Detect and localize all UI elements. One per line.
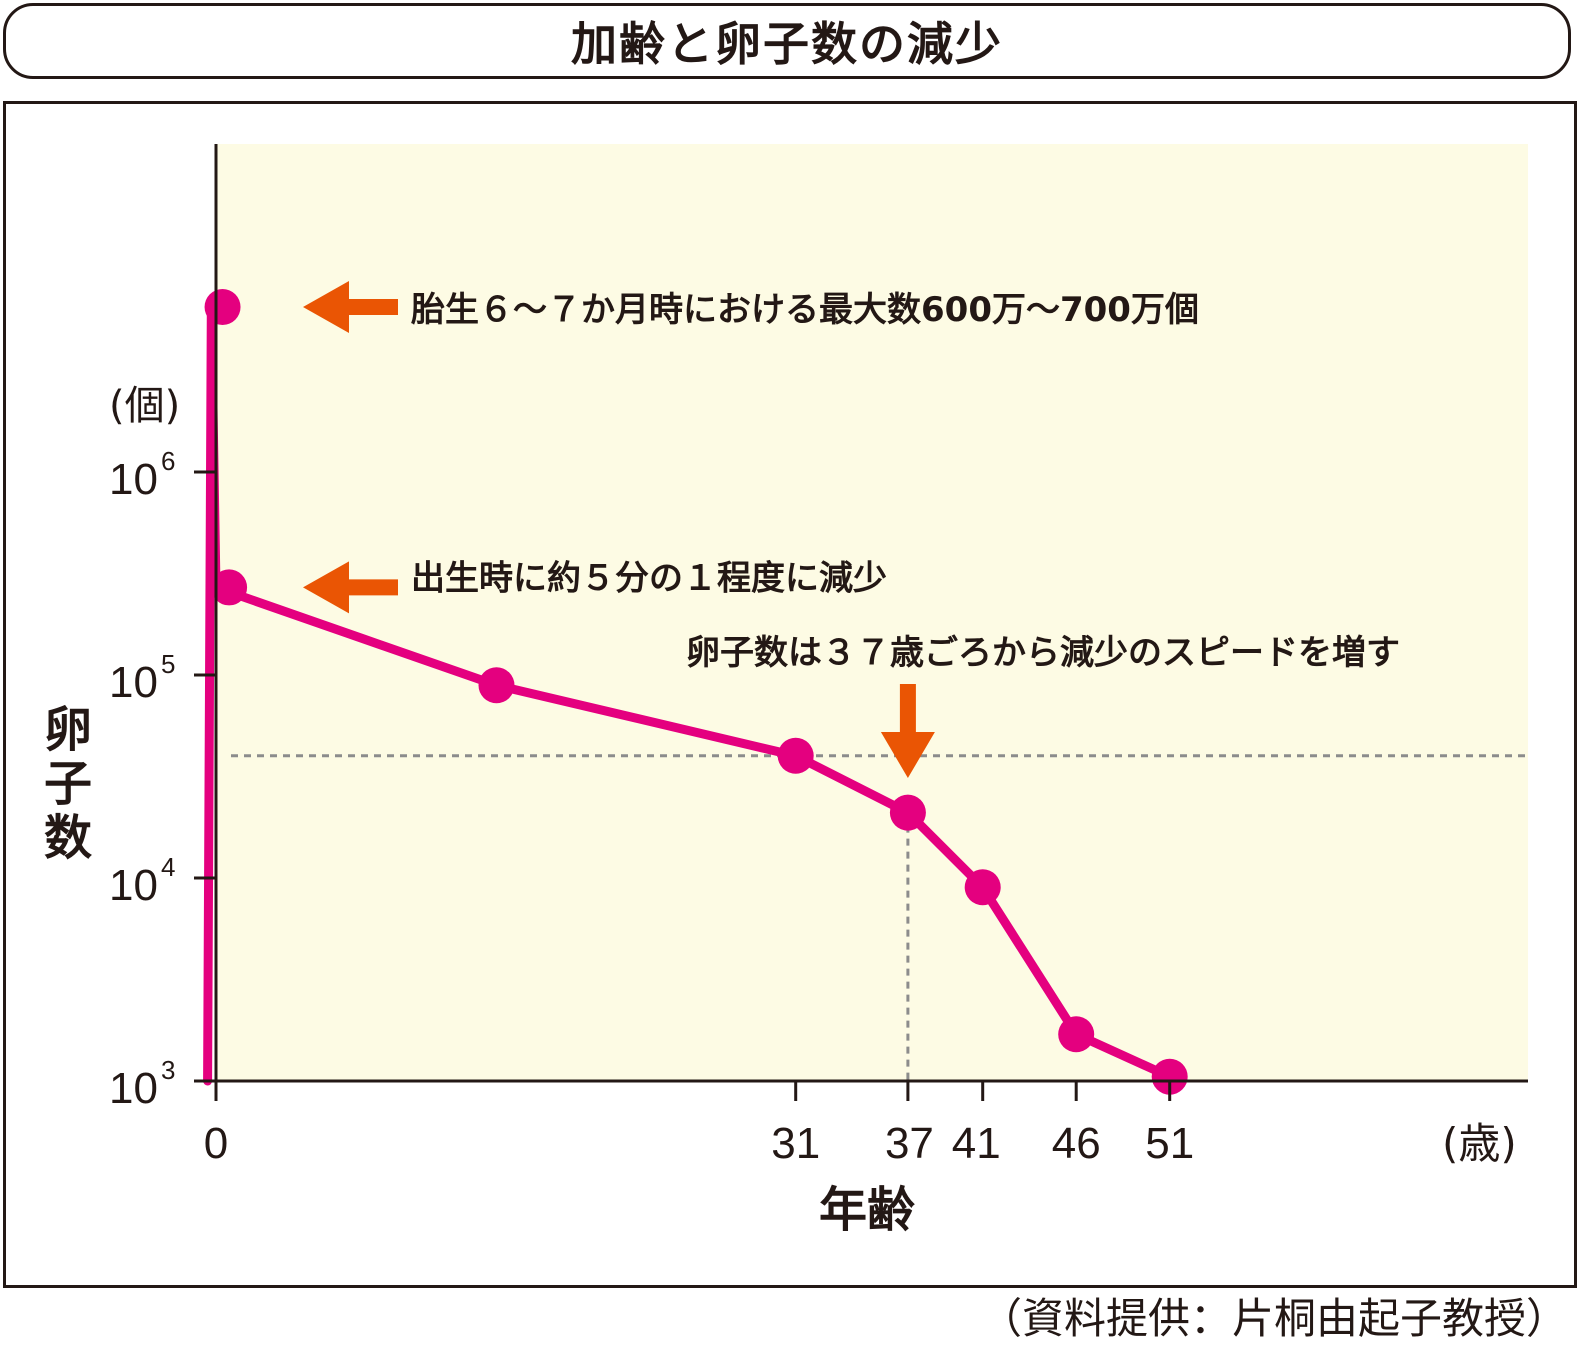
data-point [964,869,1001,906]
x-unit-label: (歳) [1442,1119,1517,1168]
chart-svg: 10 310 410 510 60 31 37 41 46 51 (歳)(個)年齢卵子数胎生６〜７か… [44,144,1528,1238]
y-tick-label: 10 6 [109,446,175,504]
data-point [211,569,248,606]
y-axis-title: 卵子数 [44,702,92,866]
x-tick-label-0: 0 [204,1119,228,1168]
y-tick-base: 10 [109,658,158,707]
y-tick-base: 10 [109,1064,158,1113]
x-tick-label-41: 41 [952,1119,1001,1168]
chart-title: 加齢と卵子数の減少 [571,17,1003,71]
plot-area-background [216,144,1528,1081]
arrow-left-peak [303,280,398,333]
y-tick-base: 10 [109,455,158,504]
x-axis-title: 年齢 [819,1182,915,1238]
data-point [204,288,241,325]
data-point [478,667,515,704]
y-tick-exponent: 5 [161,649,175,679]
x-tick-label-31: 31 [771,1119,820,1168]
y-tick-base: 10 [109,861,158,910]
annotation-birth: 出生時に約５分の１程度に減少 [411,558,887,598]
y-tick-label: 10 4 [109,852,175,910]
annotation-peak: 胎生６〜７か月時における最大数600万〜700万個 [411,290,1199,330]
x-tick-label-37: 37 [885,1119,934,1168]
y-tick-exponent: 4 [161,852,175,882]
arrow-left-birth [303,561,398,614]
title-box: 加齢と卵子数の減少 [3,3,1571,79]
arrow-down-37 [880,684,935,778]
data-point [1151,1058,1188,1095]
y-unit-label: (個) [109,383,180,429]
data-point [889,794,926,831]
chart-panel: 10 3 10 4 10 5 10 6 0 31 37 41 46 51 (歳) (個) 年齢 卵子数 胎生６〜７か… [3,101,1577,1288]
data-point [1058,1016,1095,1053]
source-credit: （資料提供：片桐由起子教授） [979,1294,1568,1343]
x-tick-label-51: 51 [1145,1119,1194,1168]
x-tick-label-46: 46 [1052,1119,1101,1168]
y-tick-exponent: 3 [161,1055,175,1085]
y-tick-label: 10 5 [109,649,175,707]
data-point [777,737,814,774]
y-tick-exponent: 6 [161,446,175,476]
annotation-37: 卵子数は３７歳ごろから減少のスピードを増す [686,633,1400,673]
y-tick-label: 10 3 [109,1055,175,1113]
